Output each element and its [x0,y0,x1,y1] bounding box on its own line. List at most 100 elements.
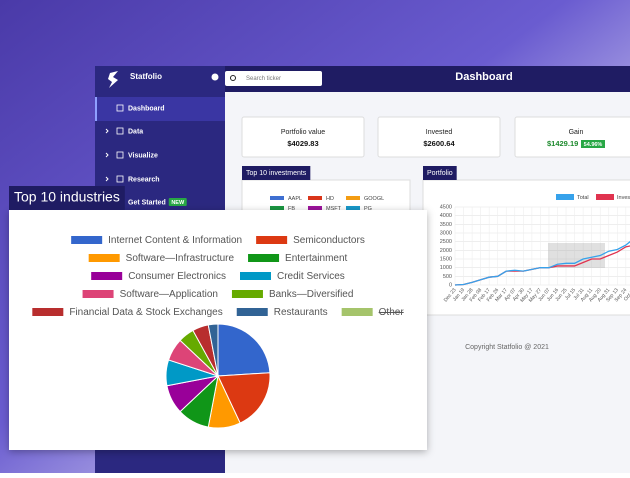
search-icon [230,75,236,81]
active-marker [95,97,97,121]
menu-item[interactable]: Get Started [128,199,166,206]
legend-label: Invested [617,195,630,201]
legend-label: Consumer Electronics [128,271,226,282]
legend-swatch [71,236,103,244]
y-tick-label: 1500 [440,256,452,262]
legend-label: Restaurants [274,307,328,318]
legend-swatch [270,206,284,210]
y-tick-label: 3500 [440,222,452,228]
legend-label: Banks—Diversified [269,289,353,300]
legend-label: HD [326,196,334,202]
y-tick-label: 2500 [440,239,452,245]
legend-item[interactable]: Other [341,307,405,318]
card-value: $2600.64 [423,139,455,148]
legend-item[interactable]: Financial Data & Stock Exchanges [32,307,223,318]
legend-label: GOOGL [364,196,384,202]
legend-swatch [240,272,271,280]
menu-item[interactable]: Visualize [128,152,158,159]
menu-icon [116,104,124,112]
legend-item[interactable]: Internet Content & Information [71,235,242,246]
legend-label: AAPL [288,196,302,202]
legend-item[interactable]: Software—Infrastructure [88,253,235,264]
legend-swatch [236,308,268,316]
menu-item[interactable]: Research [128,176,160,183]
portfolio-panel: Portfolio 0 500 1000 1500 2000 2500 3000 3500 400… [422,166,630,316]
legend-label: Entertainment [285,253,347,264]
brand: Statfolio [130,72,162,81]
legend-item[interactable]: Restaurants [236,307,328,318]
chevron [105,128,109,134]
menu-icon [116,175,124,183]
legend-swatch [88,254,120,262]
legend-swatch [308,196,322,200]
card-title-bg [9,186,125,210]
legend-swatch [346,196,360,200]
menu-icon [116,127,124,135]
panel-title-bg [423,166,457,180]
legend-swatch [346,206,360,210]
legend-label: Financial Data & Stock Exchanges [69,307,222,318]
pie-slice [207,323,219,377]
legend-swatch [270,196,284,200]
menu-item[interactable]: Dashboard [128,105,165,112]
card [514,116,630,158]
legend-label: Other [379,307,405,318]
panel-title: Portfolio [427,170,453,177]
pie-slice [217,372,271,424]
search-placeholder: Search ticker [246,76,281,82]
legend-item[interactable]: Banks—Diversified [231,289,353,300]
legend-label: Credit Services [277,271,345,282]
pie-slice [217,323,271,377]
legend-swatch [82,290,114,298]
footer: Copyright Statfolio @ 2021 [465,344,549,351]
legend-swatch [248,254,280,262]
y-tick-label: 1000 [440,265,452,271]
legend-item[interactable]: Semiconductors [256,235,365,246]
y-tick-label: 4500 [440,204,452,210]
page-title: Dashboard [455,71,512,83]
series-line [454,240,630,286]
legend-label: MSFT [326,206,342,212]
collapse-button[interactable] [211,73,219,81]
legend-label: FB [288,206,295,212]
card-value: $4029.83 [287,139,318,148]
legend-label: Software—Infrastructure [126,253,235,264]
y-tick-label: 2000 [440,248,452,254]
legend-label: Total [577,195,589,201]
cards: Portfolio value $4029.83 Invested $2600.64 G… [241,116,630,158]
logo [108,71,118,88]
legend-item[interactable]: Software—Application [82,289,218,300]
y-tick-label: 500 [443,274,452,280]
card [241,116,365,158]
panel [422,179,630,316]
legend-swatch [231,290,263,298]
legend-item[interactable]: Consumer Electronics [91,271,226,282]
search-box[interactable] [225,71,322,86]
legend-swatch [341,308,373,316]
legend-swatch [256,236,288,244]
legend-swatch [32,308,64,316]
legend-swatch [91,272,123,280]
legend-swatch [556,194,574,200]
legend-swatch [308,206,322,210]
card-value: $1429.19 [547,139,578,148]
chevron [105,152,109,158]
industries-card: Top 10 industries Internet Content & Info… [9,186,427,450]
card-title: Top 10 industries [14,189,120,205]
panel-title-bg [242,166,311,180]
y-tick-label: 4000 [440,213,452,219]
legend-label: Semiconductors [293,235,365,246]
panel-title: Top 10 investments [246,170,307,177]
legend-item[interactable]: Entertainment [248,253,348,264]
y-tick-label: 0 [449,282,452,288]
card-label: Invested [426,129,453,136]
legend-label: Internet Content & Information [108,235,242,246]
menu-item[interactable]: Data [128,128,143,135]
legend-item[interactable]: Credit Services [240,271,345,282]
legend-label: PG [364,206,372,212]
gain-badge [581,140,605,148]
x-tick-label: Oct 05 [623,287,630,302]
card-label: Gain [569,129,584,136]
gain-badge-text: 54.96% [584,142,603,148]
